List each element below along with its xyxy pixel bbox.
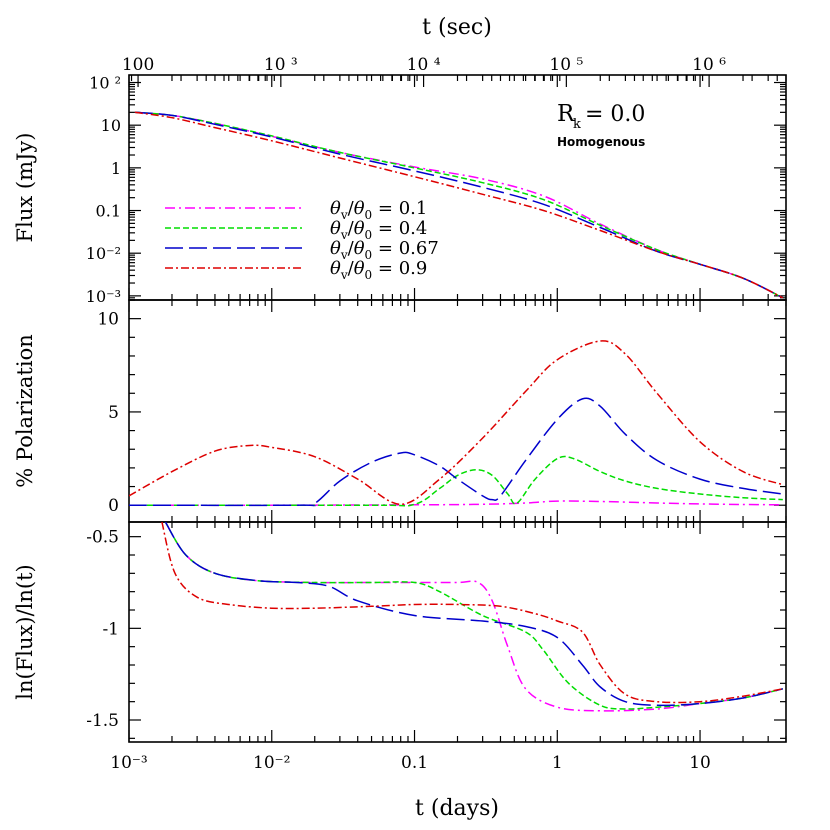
- y-axis-label-polarization: % Polarization: [13, 334, 37, 487]
- annotation-rk: R: [557, 101, 575, 127]
- legend-label-0_9: θv/θ0 = 0.9: [330, 258, 427, 282]
- series-line-flux-0_9: [134, 111, 784, 299]
- annotation-rk-value: = 0.0: [585, 102, 645, 127]
- top-tick-label: 10 ³: [264, 55, 298, 75]
- series-line-slope-0_67: [164, 522, 783, 707]
- y-tick-label: 10 ²: [89, 74, 121, 93]
- x-axis-label: t (days): [415, 796, 499, 821]
- series-line-polarization-0_4: [129, 455, 783, 507]
- series-line-polarization-0_9: [129, 340, 784, 506]
- annotation-rk-sub: k: [573, 117, 581, 132]
- series-line-slope-0_9: [161, 522, 783, 704]
- axis-ticks: [128, 75, 787, 742]
- y-tick-label: 5: [108, 403, 119, 423]
- top-tick-label: 10 ⁵: [549, 55, 583, 75]
- annotation-note: Homogenous: [557, 135, 645, 149]
- y-tick-label: 10⁻³: [86, 287, 121, 306]
- x-tick-label: 10: [689, 753, 711, 773]
- y-axis-label-flux: Flux (mJy): [13, 133, 37, 243]
- x-tick-label: 1: [552, 753, 563, 773]
- y-tick-label: -0.5: [86, 528, 119, 548]
- x-tick-label: 10⁻³: [110, 753, 147, 773]
- series-line-polarization-0_67: [129, 397, 783, 507]
- y-tick-label: 0: [108, 496, 119, 516]
- series-line-slope-0_1: [164, 522, 783, 712]
- panel-frame-polarization: [128, 299, 787, 523]
- legend-label-0_67: θv/θ0 = 0.67: [330, 238, 439, 262]
- legend-label-0_1: θv/θ0 = 0.1: [330, 198, 427, 222]
- x-tick-label: 0.1: [401, 753, 428, 773]
- top-axis-label: t (sec): [422, 15, 492, 40]
- axis-labels: 10⁻³ 10⁻² 0.1 1 10t (days)100 10 ³ 10 ⁴ 10 ⁵ 10 …: [13, 15, 726, 821]
- y-tick-label: -1.5: [86, 711, 119, 731]
- panel-frames: [128, 74, 787, 743]
- top-tick-label: 10 ⁶: [692, 55, 726, 75]
- x-tick-label: 10⁻²: [253, 753, 290, 773]
- y-tick-label: 0.1: [96, 202, 121, 221]
- y-tick-label: 10⁻²: [86, 244, 121, 263]
- y-axis-label-slope: ln(Flux)/ln(t): [13, 564, 37, 699]
- y-tick-label: 10: [97, 310, 119, 330]
- top-tick-label: 100: [122, 55, 154, 75]
- y-tick-label: 10: [101, 116, 121, 135]
- series-line-flux-0_4: [134, 111, 784, 299]
- panel-frame-slope: [128, 521, 787, 743]
- legend-label-0_4: θv/θ0 = 0.4: [330, 218, 427, 242]
- y-tick-label: -1: [102, 619, 119, 639]
- y-tick-label: 1: [111, 159, 121, 178]
- series-line-flux-0_67: [134, 111, 784, 299]
- data-curves: [129, 111, 784, 712]
- series-line-slope-0_4: [164, 522, 783, 710]
- top-tick-label: 10 ⁴: [407, 55, 441, 75]
- series-line-flux-0_1: [134, 111, 784, 299]
